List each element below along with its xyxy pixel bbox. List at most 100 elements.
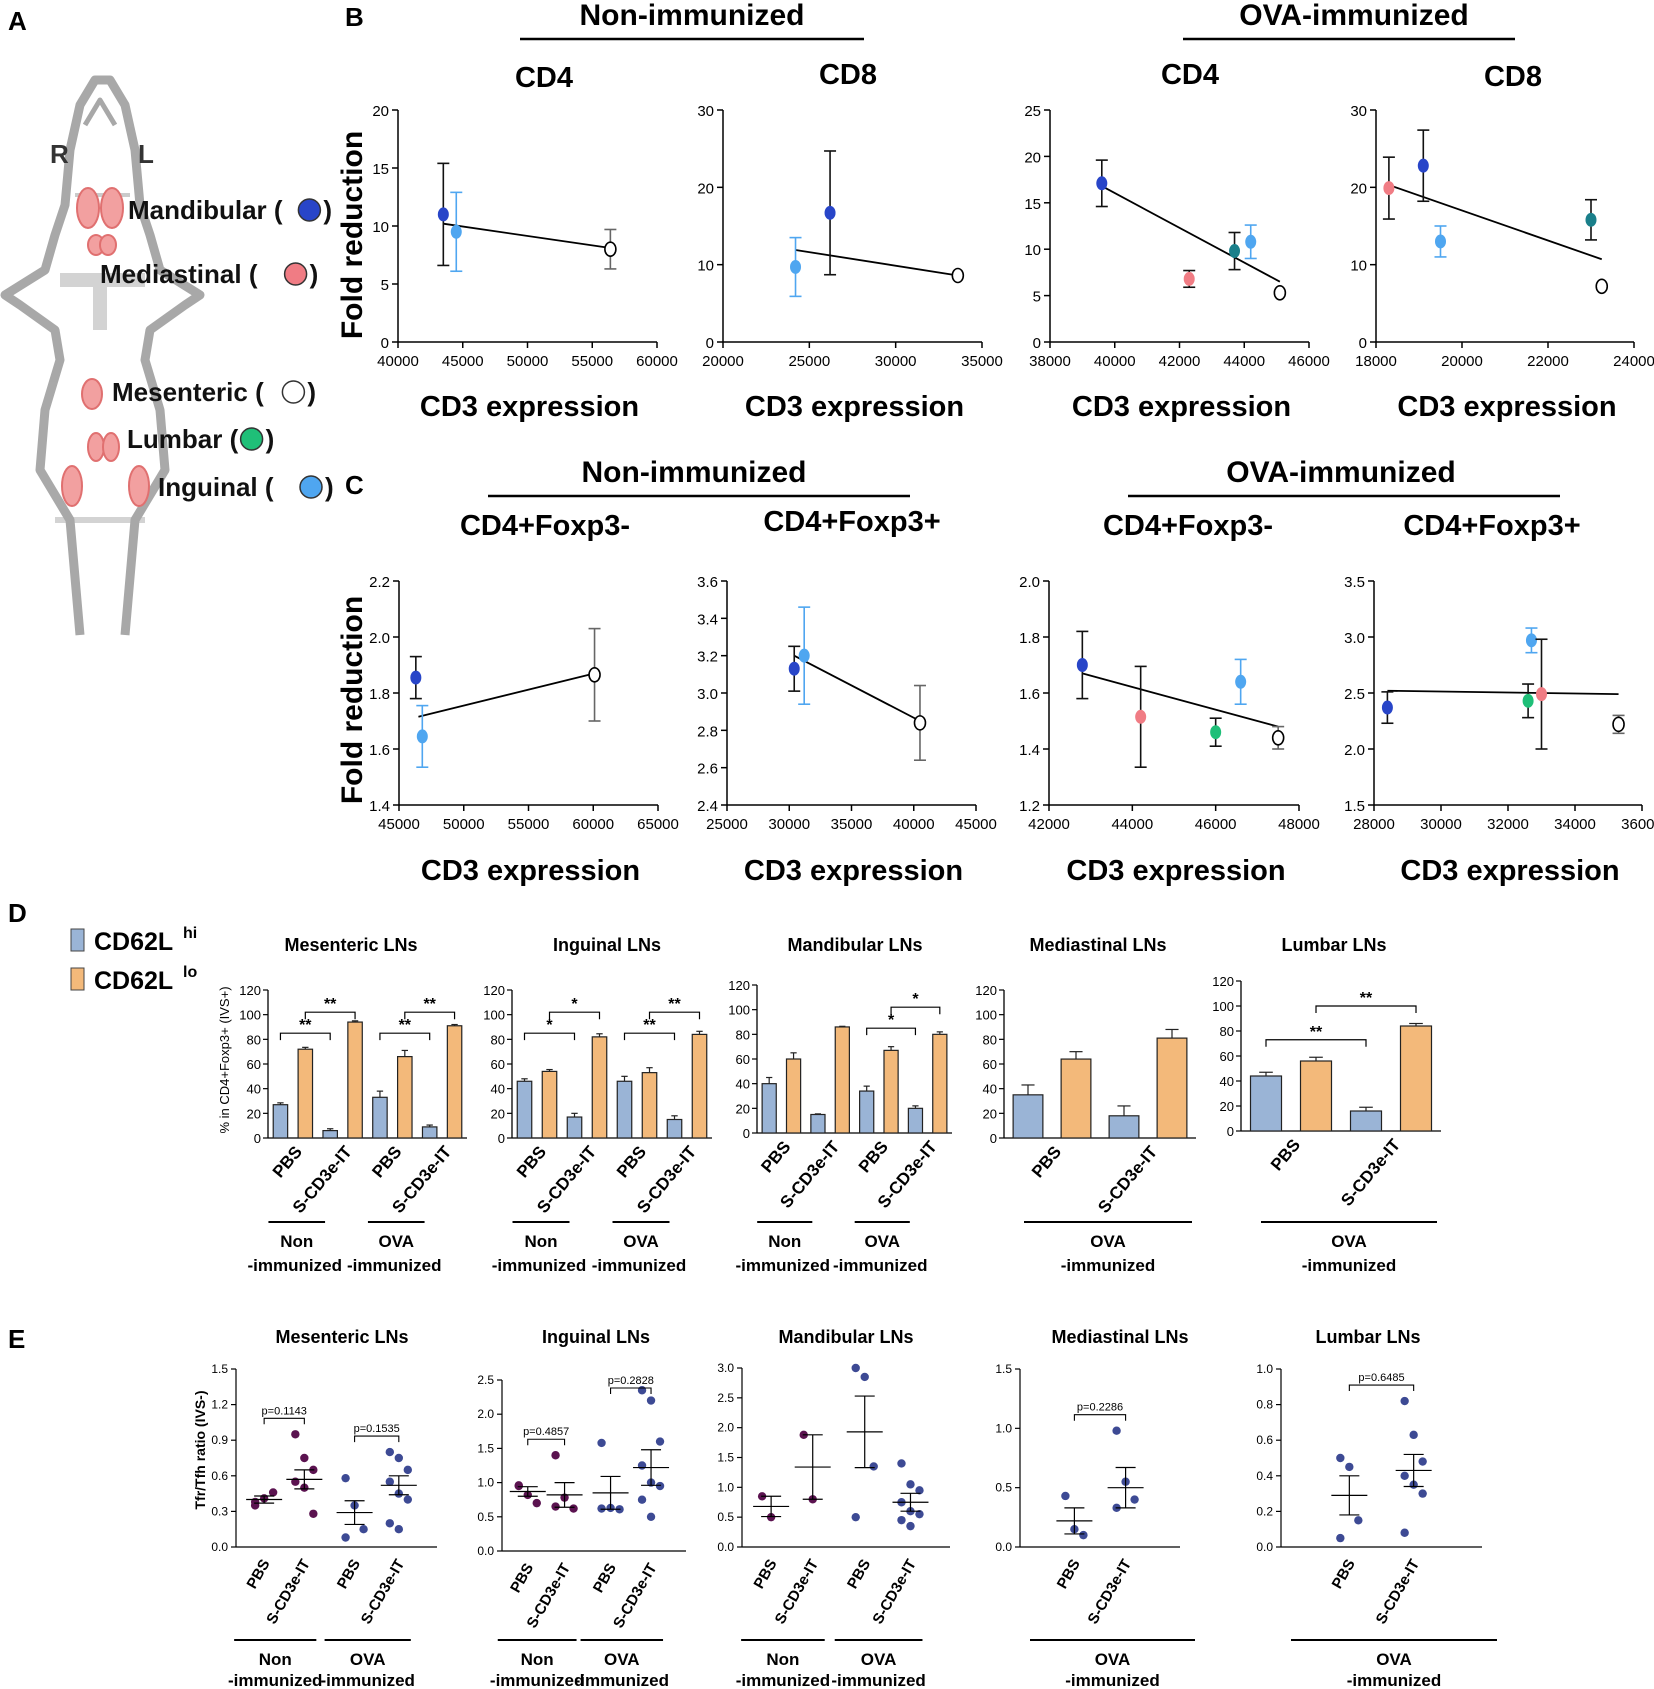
y-tick-label: 40: [736, 1077, 750, 1092]
category-label: PBS: [613, 1142, 650, 1181]
mandibular-node-left: [76, 187, 100, 229]
x-tick-label: 42000: [1159, 353, 1201, 370]
data-point-mediastinal: [1183, 271, 1195, 286]
group-label: OVA: [623, 1232, 659, 1251]
significance-label: *: [912, 991, 919, 1008]
y-tick-label: 80: [1220, 1024, 1234, 1039]
bar-hi: [516, 1080, 533, 1139]
bar-lo: [347, 1021, 363, 1139]
x-tick-label: 60000: [636, 353, 678, 370]
y-tick-label: 3.6: [697, 574, 718, 591]
data-point-inguinal: [1525, 633, 1537, 648]
pvalue-bracket: [354, 1435, 400, 1443]
plot-title: CD4+Foxp3+: [763, 506, 940, 538]
bar-hi: [272, 1104, 289, 1139]
y-tick-label: 2.0: [369, 630, 390, 647]
x-axis-label: CD3 expression: [1397, 391, 1616, 423]
y-tick-label: 1.5: [717, 1451, 734, 1465]
category-label: PBS: [590, 1561, 620, 1596]
data-point: [1400, 1396, 1409, 1406]
regression-line: [795, 249, 958, 277]
group-label: OVA: [864, 1232, 900, 1251]
x-tick-label: 55000: [571, 353, 613, 370]
regression-line: [1101, 185, 1281, 283]
significance-bracket: [548, 1011, 601, 1020]
y-tick-label: 40: [983, 1082, 997, 1097]
y-tick-label: 1.5: [477, 1441, 494, 1455]
bar-lo: [1060, 1058, 1092, 1139]
group-label: OVA: [1095, 1650, 1131, 1669]
x-tick-label: 45000: [955, 816, 997, 833]
significance-bracket: [379, 1032, 431, 1041]
y-tick-label: 20: [697, 180, 714, 197]
plot-title: Lumbar LNs: [1281, 935, 1386, 955]
x-tick-label: 44000: [1223, 353, 1265, 370]
y-tick-label: 1.0: [717, 1480, 734, 1494]
data-point: [637, 1495, 647, 1504]
data-point: [646, 1396, 656, 1405]
panel-a-mouse-illustration: R L Mandibular ()Mediastinal ()Mesenteri…: [0, 75, 334, 636]
x-tick-label: 32000: [1487, 816, 1529, 833]
x-axis-label: CD3 expression: [744, 855, 963, 887]
plot-title: Lumbar LNs: [1315, 1327, 1420, 1347]
bar-hi: [1349, 1110, 1383, 1132]
legend-lo-sup: lo: [183, 964, 197, 981]
y-tick-label: 0.5: [717, 1510, 734, 1524]
data-point: [597, 1438, 606, 1448]
x-axis-label: CD3 expression: [1072, 391, 1291, 423]
y-axis-label: Fold reduction: [336, 131, 369, 339]
significance-label: **: [399, 1017, 412, 1034]
bar-lo: [446, 1025, 463, 1139]
category-label: PBS: [757, 1137, 794, 1176]
y-tick-label: 40: [1220, 1074, 1234, 1089]
data-point-lumbar: [1522, 693, 1534, 708]
category-label: PBS: [269, 1142, 306, 1181]
data-point: [514, 1481, 523, 1491]
x-tick-label: 42000: [1028, 816, 1070, 833]
data-point: [869, 1462, 878, 1471]
data-point: [860, 1372, 869, 1382]
x-tick-label: 24000: [1613, 353, 1654, 370]
significance-bracket: [623, 1032, 676, 1041]
regression-line: [443, 222, 611, 249]
plot-title: Mesenteric LNs: [284, 935, 417, 955]
x-tick-label: 28000: [1353, 816, 1395, 833]
data-point-mandibular: [1076, 658, 1088, 672]
significance-bracket: [404, 1011, 456, 1020]
data-point: [1061, 1491, 1070, 1501]
data-point-inguinal: [1235, 674, 1247, 689]
x-axis-label: CD3 expression: [421, 855, 640, 887]
y-tick-label: 2.4: [697, 798, 718, 815]
y-tick-label: 0: [254, 1131, 261, 1146]
significance-bracket: [1315, 1005, 1417, 1013]
bar-hi: [421, 1126, 438, 1139]
x-tick-label: 38000: [1029, 353, 1071, 370]
data-point: [403, 1465, 413, 1475]
y-tick-label: 1.4: [1019, 742, 1040, 759]
category-label: PBS: [507, 1561, 537, 1596]
plot-title: CD4+Foxp3+: [1403, 510, 1580, 542]
x-axis-label: CD3 expression: [420, 391, 639, 423]
data-point: [637, 1386, 647, 1395]
data-point-inguinal: [1245, 234, 1257, 249]
x-tick-label: 40000: [1094, 353, 1136, 370]
category-label: S-CD3e-IT: [869, 1557, 920, 1628]
node-label-0: Mandibular (: [128, 195, 283, 225]
data-point-lumbar: [1210, 725, 1222, 740]
y-tick-label: 0.2: [1256, 1504, 1273, 1518]
data-point: [1354, 1516, 1363, 1525]
bar-hi: [907, 1107, 924, 1134]
data-point: [359, 1525, 368, 1534]
data-point: [291, 1430, 300, 1439]
plot-title: CD8: [1484, 61, 1542, 93]
x-tick-label: 18000: [1355, 353, 1397, 370]
significance-label: **: [643, 1017, 656, 1034]
data-point-mesenteric: [1271, 729, 1285, 746]
data-point: [385, 1477, 395, 1486]
group-label: -immunized: [1065, 1671, 1159, 1689]
group-label: OVA: [350, 1650, 386, 1669]
category-label: S-CD3e-IT: [358, 1557, 409, 1628]
group-label: -immunized: [833, 1256, 927, 1275]
bar-lo: [591, 1036, 608, 1139]
data-point-darkteal: [1585, 212, 1597, 227]
